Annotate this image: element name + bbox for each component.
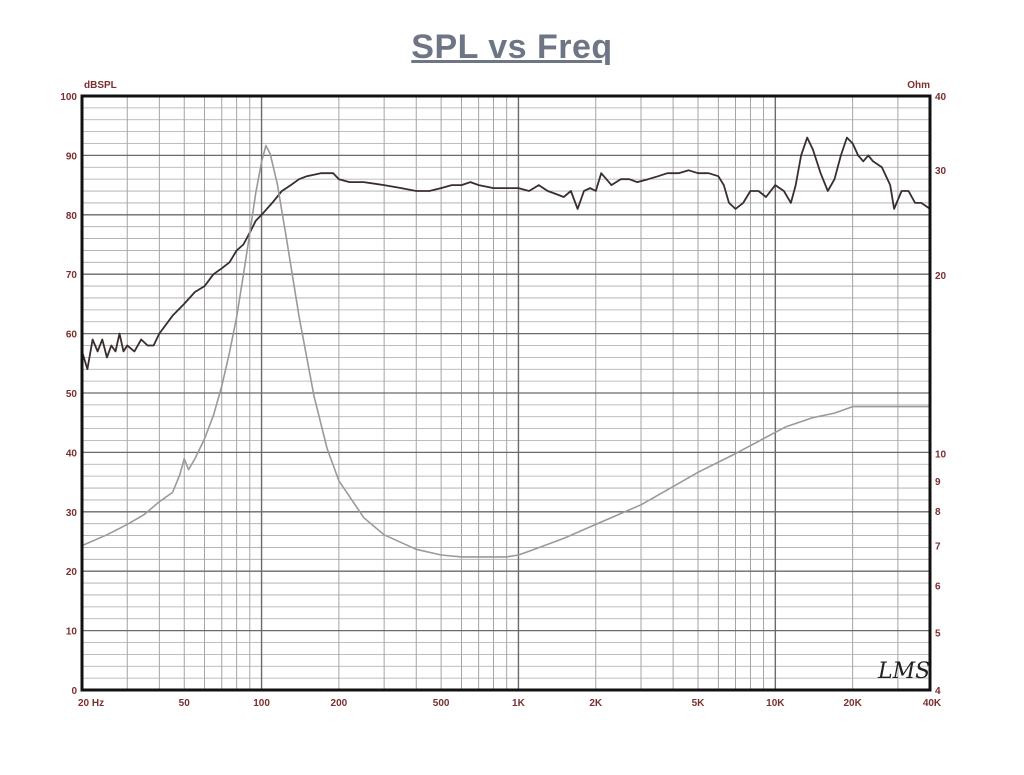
y-right-tick-label: 40 [935, 92, 947, 103]
y-left-tick-label: 60 [66, 330, 78, 341]
chart-title: SPL vs Freq [411, 28, 613, 66]
x-tick-label: 1K [512, 698, 526, 709]
plot-frame [80, 94, 932, 692]
x-tick-label: 10K [766, 698, 785, 709]
y-left-tick-label: 40 [66, 448, 78, 459]
y-axis-left-unit: dBSPL [84, 80, 117, 91]
x-tick-label: 20K [843, 698, 862, 709]
y-left-tick-label: 20 [66, 567, 78, 578]
y-left-tick-label: 30 [66, 508, 78, 519]
y-right-tick-label: 6 [935, 581, 941, 592]
y-right-tick-label: 10 [935, 450, 947, 461]
y-left-tick-label: 100 [60, 92, 77, 103]
x-tick-label: 500 [433, 698, 450, 709]
y-left-tick-label: 70 [66, 270, 78, 281]
y-axis-right-unit: Ohm [907, 80, 930, 91]
major-gridlines [82, 95, 930, 691]
y-right-tick-label: 9 [935, 477, 941, 488]
impedance-curve [81, 144, 930, 558]
y-right-tick-label: 5 [935, 628, 941, 639]
y-left-tick-label: 10 [66, 627, 78, 638]
y-left-tick-label: 50 [66, 389, 78, 400]
data-series [81, 136, 931, 558]
y-right-tick-label: 30 [935, 166, 947, 177]
x-tick-label: 100 [253, 698, 270, 709]
x-tick-label: 5K [692, 698, 706, 709]
x-tick-label: 20 Hz [78, 698, 104, 709]
spl-curve [81, 136, 931, 371]
y-left-tick-label: 90 [66, 151, 78, 162]
x-tick-label: 50 [179, 698, 191, 709]
x-tick-label: 2K [589, 698, 603, 709]
lms-watermark: LMS [877, 659, 930, 684]
y-right-tick-label: 8 [935, 507, 941, 518]
y-left-tick-label: 80 [66, 211, 78, 222]
y-right-tick-label: 4 [935, 686, 941, 697]
y-right-tick-label: 20 [935, 271, 947, 282]
x-tick-label: 200 [331, 698, 348, 709]
x-tick-label: 40K [923, 698, 942, 709]
axis-labels: 20 Hz 50 100 200 500 1K 2K 5K 10K 20K 40K 0 10 20 30 40… [60, 92, 946, 709]
y-left-tick-label: 0 [71, 686, 77, 697]
y-right-tick-label: 7 [935, 542, 941, 553]
